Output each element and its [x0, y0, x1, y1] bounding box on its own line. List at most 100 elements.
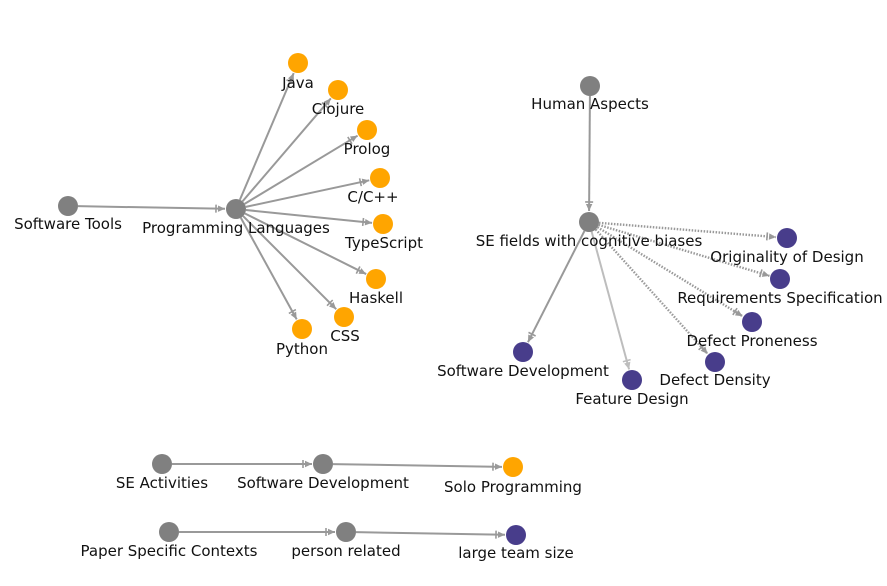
edge-person-related-to-large-team-size	[355, 530, 506, 539]
node-circle[interactable]	[292, 319, 312, 339]
node-label: CSS	[330, 327, 360, 345]
node-circle[interactable]	[622, 370, 642, 390]
edge-line	[355, 531, 506, 536]
edge-line	[238, 72, 295, 201]
node-label: TypeScript	[344, 234, 423, 252]
arrowhead-icon	[328, 528, 335, 536]
node-circle[interactable]	[513, 342, 533, 362]
node-circle[interactable]	[370, 168, 390, 188]
arrowhead-icon	[290, 311, 297, 320]
node-label: Defect Proneness	[686, 332, 817, 350]
arrow-bar-icon	[358, 178, 363, 187]
edge-line	[77, 205, 226, 210]
arrow-bar-icon	[286, 79, 295, 84]
arrow-bar-icon	[347, 136, 353, 145]
node-defect-density[interactable]: Defect Density	[659, 352, 771, 389]
node-typescript[interactable]: TypeScript	[344, 214, 423, 252]
edge-line	[527, 230, 586, 343]
node-circle[interactable]	[503, 457, 523, 477]
node-label: Python	[276, 340, 328, 358]
node-label: large team size	[458, 544, 574, 562]
edge-programming-languages-to-clojure	[241, 97, 332, 203]
edge-line	[244, 212, 367, 275]
node-circle[interactable]	[506, 525, 526, 545]
node-prolog[interactable]: Prolog	[344, 120, 391, 158]
node-circle[interactable]	[336, 522, 356, 542]
node-css[interactable]: CSS	[330, 307, 360, 345]
edge-programming-languages-to-java	[238, 72, 295, 201]
node-label: Human Aspects	[531, 95, 649, 113]
node-large-team-size[interactable]: large team size	[458, 525, 574, 562]
edge-line	[332, 463, 503, 468]
node-software-development-a[interactable]: Software Development	[437, 342, 609, 380]
node-circle[interactable]	[334, 307, 354, 327]
node-circle[interactable]	[58, 196, 78, 216]
edge-line	[588, 95, 591, 212]
node-software-development-b[interactable]: Software Development	[237, 454, 409, 492]
node-se-fields-cognitive-biases[interactable]: SE fields with cognitive biases	[476, 212, 703, 250]
arrow-bar-icon	[326, 299, 334, 307]
node-circle[interactable]	[770, 269, 790, 289]
node-requirements-specification[interactable]: Requirements Specification	[677, 269, 883, 307]
node-python[interactable]: Python	[276, 319, 328, 358]
node-haskell[interactable]: Haskell	[349, 269, 403, 307]
node-circle[interactable]	[777, 228, 797, 248]
arrow-bar-icon	[698, 343, 706, 351]
arrowhead-icon	[494, 463, 503, 470]
node-circle[interactable]	[357, 120, 377, 140]
arrow-bar-icon	[355, 266, 361, 274]
node-circle[interactable]	[226, 199, 246, 219]
node-circle[interactable]	[313, 454, 333, 474]
edge-line	[242, 215, 337, 310]
node-circle[interactable]	[328, 80, 348, 100]
node-person-related[interactable]: person related	[291, 522, 401, 560]
node-label: Requirements Specification	[677, 289, 882, 307]
arrowhead-icon	[349, 135, 358, 143]
arrowhead-icon	[700, 346, 708, 354]
node-circle[interactable]	[580, 76, 600, 96]
node-se-activities[interactable]: SE Activities	[116, 454, 208, 492]
arrowhead-icon	[761, 270, 770, 277]
node-label: Solo Programming	[444, 478, 582, 496]
node-label: person related	[291, 542, 400, 560]
node-circle[interactable]	[288, 53, 308, 73]
node-label: Software Tools	[14, 215, 122, 233]
node-solo-programming[interactable]: Solo Programming	[444, 457, 582, 496]
node-circle[interactable]	[579, 212, 599, 232]
edge-se-fields-cognitive-biases-to-originality-of-design	[598, 221, 777, 241]
edge-software-development-b-to-solo-programming	[332, 462, 503, 471]
node-paper-specific-contexts[interactable]: Paper Specific Contexts	[81, 522, 258, 560]
node-circle[interactable]	[705, 352, 725, 372]
edge-line	[244, 134, 359, 205]
node-clojure[interactable]: Clojure	[312, 80, 365, 118]
edge-software-tools-to-programming-languages	[77, 204, 226, 213]
node-software-tools[interactable]: Software Tools	[14, 196, 122, 233]
arrowhead-icon	[217, 205, 226, 212]
node-defect-proneness[interactable]: Defect Proneness	[686, 312, 818, 350]
node-circle[interactable]	[159, 522, 179, 542]
edge-se-fields-cognitive-biases-to-requirements-specification	[598, 223, 770, 278]
node-label: Prolog	[344, 140, 391, 158]
edge-se-fields-cognitive-biases-to-defect-density	[594, 228, 709, 355]
edge-line	[598, 221, 777, 239]
node-programming-languages[interactable]: Programming Languages	[142, 199, 330, 237]
node-circle[interactable]	[366, 269, 386, 289]
node-label: Clojure	[312, 100, 365, 118]
node-circle[interactable]	[742, 312, 762, 332]
arrow-bar-icon	[765, 232, 769, 241]
edge-programming-languages-to-prolog	[244, 134, 359, 205]
node-java[interactable]: Java	[281, 53, 314, 92]
node-label: Originality of Design	[710, 248, 863, 266]
node-originality-of-design[interactable]: Originality of Design	[710, 228, 864, 266]
node-c-cpp[interactable]: C/C++	[347, 168, 399, 206]
arrowhead-icon	[497, 531, 506, 538]
node-feature-design[interactable]: Feature Design	[575, 370, 689, 408]
edge-programming-languages-to-typescript	[245, 209, 373, 227]
edge-se-fields-cognitive-biases-to-software-development-a	[527, 230, 586, 343]
node-human-aspects[interactable]: Human Aspects	[531, 76, 649, 113]
arrowhead-icon	[585, 203, 593, 212]
arrow-bar-icon	[528, 331, 536, 337]
node-circle[interactable]	[373, 214, 393, 234]
node-circle[interactable]	[152, 454, 172, 474]
